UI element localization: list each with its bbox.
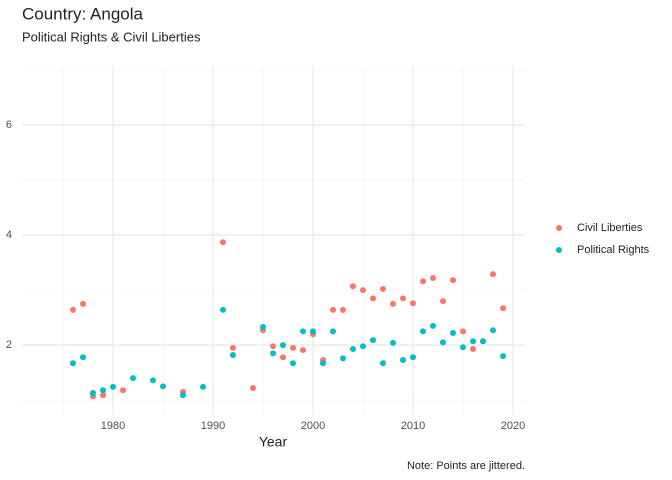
point (420, 278, 426, 285)
point (290, 344, 296, 351)
point (450, 330, 456, 337)
point (130, 375, 136, 382)
point (410, 354, 416, 361)
point (230, 352, 236, 359)
point (480, 338, 486, 345)
point (450, 277, 456, 284)
point (310, 328, 316, 335)
point (260, 323, 266, 330)
point (300, 328, 306, 335)
point (320, 360, 326, 367)
point (200, 383, 206, 390)
y-tick-label: 6 (6, 119, 12, 131)
x-tick-label: 2020 (501, 420, 525, 432)
x-axis-label: Year (259, 434, 288, 450)
point (280, 342, 286, 349)
point (80, 300, 86, 307)
point (460, 344, 466, 351)
point (160, 383, 166, 390)
point (100, 392, 106, 399)
legend-marker (556, 247, 562, 253)
point (490, 327, 496, 334)
point (440, 339, 446, 346)
x-tick-label: 1990 (201, 420, 225, 432)
point (380, 360, 386, 367)
chart-title: Country: Angola (22, 4, 144, 23)
point (230, 344, 236, 351)
point (330, 306, 336, 313)
y-tick-label: 2 (6, 339, 12, 351)
point (70, 360, 76, 367)
point (430, 322, 436, 329)
legend-marker (556, 225, 562, 231)
point (400, 295, 406, 302)
point (110, 383, 116, 390)
point (370, 337, 376, 344)
point (290, 360, 296, 367)
point (80, 354, 86, 361)
legend-label: Political Rights (577, 244, 650, 256)
x-tick-label: 1980 (101, 420, 125, 432)
point (440, 298, 446, 305)
point (70, 306, 76, 313)
x-tick-label: 2000 (301, 420, 325, 432)
caption: Note: Points are jittered. (407, 460, 525, 472)
point (100, 387, 106, 394)
point (500, 305, 506, 312)
point (300, 347, 306, 354)
point (360, 287, 366, 294)
point (350, 283, 356, 290)
point (220, 239, 226, 246)
point (280, 354, 286, 361)
point (420, 328, 426, 335)
point (250, 385, 256, 392)
point (180, 392, 186, 399)
point (410, 300, 416, 307)
point (390, 339, 396, 346)
point (490, 271, 496, 278)
point (470, 345, 476, 352)
point (270, 350, 276, 357)
point (150, 377, 156, 384)
point (350, 345, 356, 352)
point (500, 353, 506, 360)
point (390, 300, 396, 307)
y-tick-label: 4 (6, 229, 12, 241)
point (120, 387, 126, 394)
legend-label: Civil Liberties (577, 222, 643, 234)
chart-subtitle: Political Rights & Civil Liberties (22, 29, 201, 44)
point (470, 338, 476, 345)
point (460, 328, 466, 335)
point (360, 343, 366, 350)
point (340, 355, 346, 362)
point (220, 306, 226, 313)
point (400, 356, 406, 363)
point (380, 285, 386, 292)
point (330, 328, 336, 335)
point (340, 306, 346, 313)
point (270, 343, 276, 350)
point (370, 295, 376, 302)
x-tick-label: 2010 (401, 420, 425, 432)
point (90, 389, 96, 396)
point (430, 274, 436, 281)
